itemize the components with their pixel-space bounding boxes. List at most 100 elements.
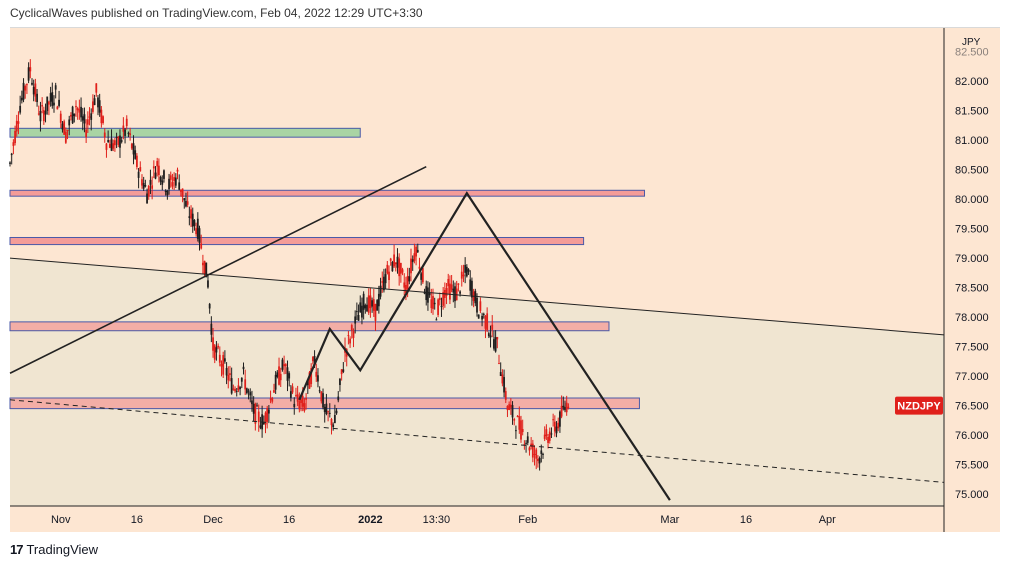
candle-body bbox=[279, 373, 282, 381]
candle-body bbox=[503, 377, 505, 393]
candle-body bbox=[474, 290, 477, 304]
candle-body bbox=[64, 131, 67, 143]
candle-body bbox=[141, 179, 143, 186]
candle-body bbox=[308, 372, 311, 389]
candle-body bbox=[124, 129, 126, 136]
currency-label: JPY bbox=[962, 37, 981, 48]
candle-body bbox=[185, 200, 187, 207]
candle-body bbox=[516, 415, 519, 418]
candle-body bbox=[369, 295, 372, 309]
candle-body bbox=[68, 119, 71, 126]
candle-body bbox=[26, 84, 28, 86]
candle-body bbox=[61, 123, 64, 130]
y-tick-label: 79.500 bbox=[955, 224, 989, 236]
candle-body bbox=[247, 390, 250, 392]
candle-body bbox=[394, 262, 397, 265]
candle-body bbox=[342, 369, 345, 372]
candle-body bbox=[71, 106, 74, 124]
candle-body bbox=[267, 409, 270, 414]
candle-body bbox=[491, 324, 494, 330]
candle-body bbox=[139, 167, 142, 172]
candle-body bbox=[337, 396, 340, 401]
candle-body bbox=[366, 304, 368, 312]
candle-body bbox=[249, 392, 252, 396]
candle-body bbox=[484, 315, 487, 329]
candle-body bbox=[196, 218, 199, 239]
candle-body bbox=[440, 306, 443, 308]
x-tick-label: Feb bbox=[518, 514, 537, 526]
candle-body bbox=[134, 150, 137, 159]
candle-body bbox=[105, 143, 108, 150]
candle-body bbox=[465, 266, 468, 277]
candle-body bbox=[244, 379, 247, 390]
candle-body bbox=[520, 420, 522, 440]
candle-body bbox=[564, 407, 566, 411]
y-tick-label: 76.000 bbox=[955, 430, 989, 442]
candle-body bbox=[144, 184, 147, 187]
x-tick-label: Mar bbox=[660, 514, 679, 526]
x-tick-label: 16 bbox=[283, 514, 295, 526]
candle-body bbox=[306, 381, 309, 386]
candle-body bbox=[469, 279, 472, 291]
candle-body bbox=[498, 363, 500, 365]
candle-body bbox=[252, 403, 255, 414]
candle-body bbox=[416, 249, 419, 253]
candle-body bbox=[513, 419, 516, 421]
candle-body bbox=[110, 138, 113, 151]
candle-body bbox=[63, 121, 66, 135]
candle-body bbox=[120, 140, 123, 142]
candle-body bbox=[218, 354, 221, 363]
candle-body bbox=[347, 335, 350, 337]
candle-body bbox=[151, 185, 154, 189]
candle-body bbox=[95, 83, 98, 93]
candle-body bbox=[156, 161, 159, 167]
candle-body bbox=[486, 313, 489, 331]
candle-body bbox=[147, 185, 150, 197]
candle-body bbox=[230, 378, 233, 394]
candle-body bbox=[538, 458, 541, 464]
y-tick-label: 75.500 bbox=[955, 460, 989, 472]
candle-body bbox=[234, 388, 236, 392]
candle-body bbox=[415, 246, 417, 257]
candle-body bbox=[73, 113, 76, 117]
candle-body bbox=[169, 175, 172, 180]
zone-pink-3 bbox=[9, 321, 610, 332]
y-tick-label: 82.500 bbox=[955, 47, 989, 59]
candle-body bbox=[389, 258, 392, 261]
candle-body bbox=[93, 98, 96, 106]
symbol-tag-label: NZDJPY bbox=[897, 401, 941, 413]
candle-body bbox=[119, 135, 121, 148]
trend-line-2 bbox=[9, 399, 945, 483]
price-axis-background bbox=[944, 28, 1000, 506]
candle-body bbox=[374, 304, 377, 321]
candle-body bbox=[386, 264, 389, 274]
candle-body bbox=[229, 373, 231, 376]
y-tick-label: 81.500 bbox=[955, 106, 989, 118]
candle-body bbox=[59, 113, 62, 123]
candle-body bbox=[183, 198, 186, 201]
candle-body bbox=[115, 136, 118, 139]
candle-body bbox=[479, 301, 482, 311]
candle-body bbox=[383, 276, 385, 291]
trend-line-1 bbox=[9, 257, 945, 336]
candle-body bbox=[301, 395, 304, 407]
candle-body bbox=[41, 105, 44, 107]
candle-body bbox=[288, 373, 291, 379]
candle-body bbox=[159, 176, 162, 182]
candle-body bbox=[262, 422, 265, 424]
candle-body bbox=[232, 388, 235, 390]
candle-body bbox=[530, 443, 533, 447]
candle-body bbox=[225, 368, 228, 376]
candle-body bbox=[127, 132, 130, 134]
candle-body bbox=[284, 364, 287, 367]
candle-body bbox=[117, 136, 120, 145]
candle-body bbox=[98, 100, 101, 113]
candle-body bbox=[550, 433, 553, 435]
candle-body bbox=[553, 421, 556, 432]
candle-body bbox=[146, 193, 148, 204]
candle-body bbox=[320, 391, 323, 402]
candle-body bbox=[103, 132, 106, 138]
candle-body bbox=[269, 398, 272, 400]
candle-body bbox=[499, 372, 502, 377]
